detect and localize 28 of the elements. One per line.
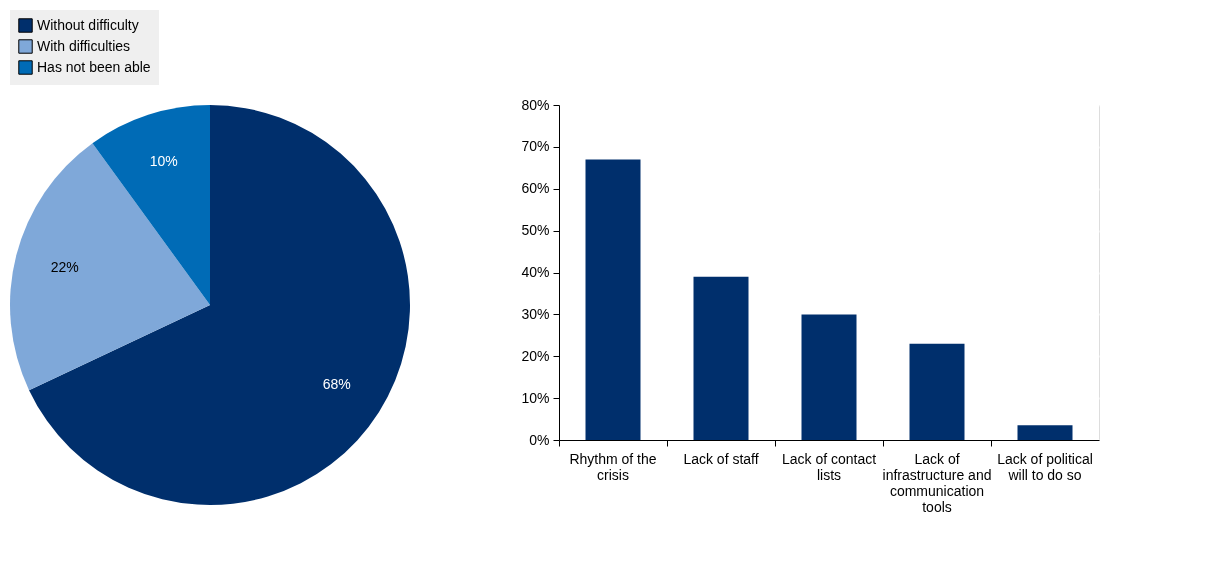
bar: [585, 159, 641, 440]
bar: [801, 314, 857, 440]
legend-label: Has not been able: [37, 58, 151, 75]
bar: [909, 343, 965, 440]
data-label: 10%: [149, 153, 178, 170]
y-tick-label: 40%: [521, 264, 550, 280]
data-label: 68%: [322, 376, 351, 393]
legend-label: With difficulties: [37, 37, 131, 54]
y-tick-label: 80%: [521, 96, 550, 113]
bar: [1017, 425, 1073, 440]
x-tick-label: Lack of infrastructure and communication tools: [882, 450, 992, 515]
x-tick-label: Lack of political will to do so: [997, 450, 1093, 483]
y-tick-label: 20%: [521, 347, 550, 364]
y-tick-label: 30%: [521, 305, 550, 322]
y-tick-label: 50%: [521, 222, 550, 239]
x-tick-label: Lack of staff: [683, 450, 759, 467]
y-tick-label: 0%: [529, 431, 550, 448]
pie-slice: [29, 105, 410, 505]
data-label: 22%: [50, 258, 79, 275]
y-tick-label: 60%: [521, 180, 550, 197]
bar: [693, 276, 749, 440]
pie-slice: [92, 105, 210, 305]
y-tick-label: 10%: [521, 389, 550, 406]
y-tick-label: 70%: [521, 138, 550, 155]
x-tick-label: Rhythm of the crisis: [569, 450, 657, 483]
pie-slice: [10, 143, 210, 391]
x-tick-label: Lack of contact lists: [781, 450, 877, 483]
legend-label: Without difficulty: [37, 16, 139, 33]
